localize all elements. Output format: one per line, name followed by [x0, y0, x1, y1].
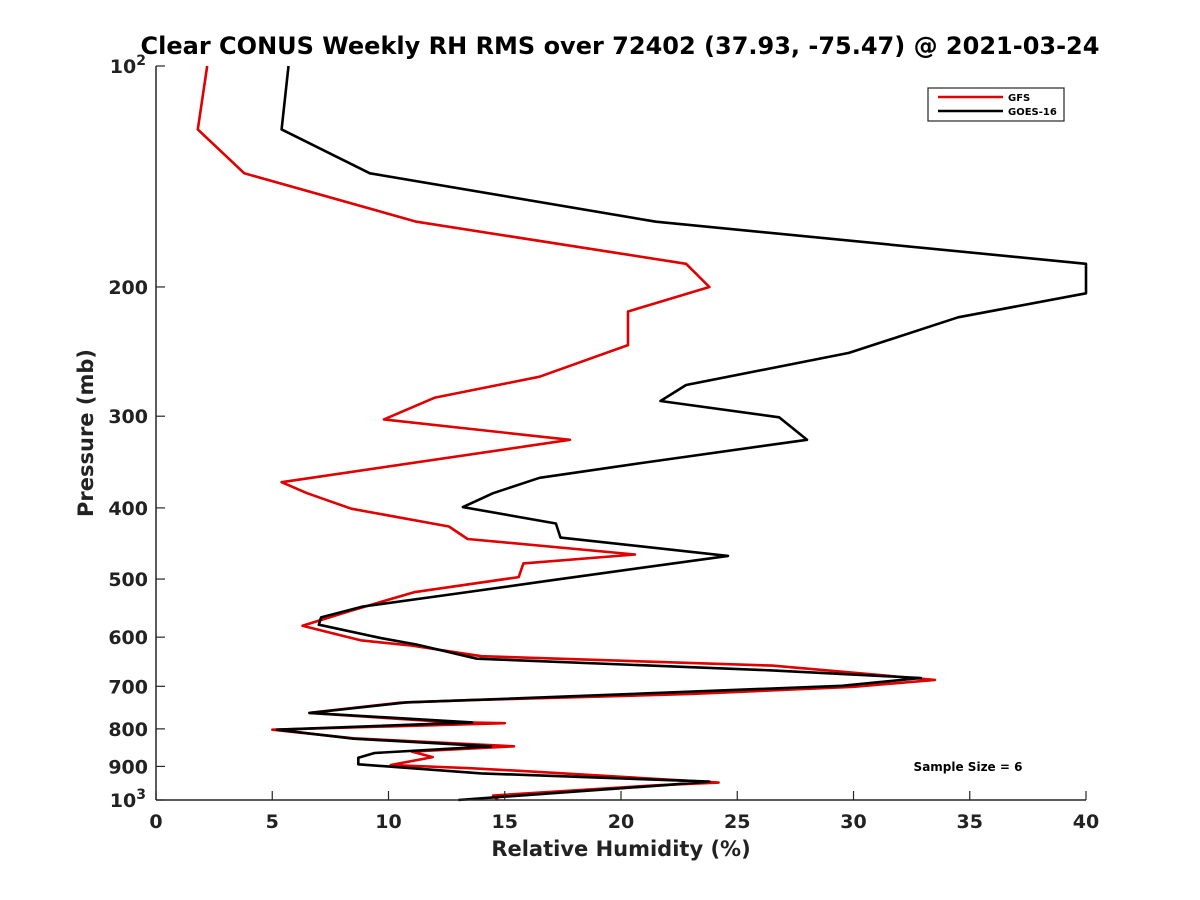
series-line-gfs [196, 65, 937, 801]
x-axis-label: Relative Humidity (%) [491, 837, 750, 861]
y-tick-label: 102 [110, 53, 146, 78]
plot-area [156, 66, 1086, 800]
x-tick-label: 0 [149, 811, 162, 833]
x-tick-label: 40 [1073, 811, 1099, 833]
y-tick-label: 900 [108, 756, 148, 778]
legend: GFS GOES-16 [927, 87, 1065, 122]
x-tick-label: 20 [608, 811, 634, 833]
x-tick-label: 15 [492, 811, 518, 833]
y-tick-label: 200 [108, 277, 148, 299]
chart-title: Clear CONUS Weekly RH RMS over 72402 (37… [141, 32, 1100, 60]
y-tick-label: 103 [110, 787, 146, 812]
y-tick-label: 800 [108, 719, 148, 741]
y-tick-label: 600 [108, 627, 148, 649]
legend-box [927, 87, 1065, 122]
series-line-goes16 [275, 65, 1088, 802]
x-tick-label: 10 [375, 811, 401, 833]
series-layer [196, 65, 1088, 802]
x-ticks: 0 5 10 15 20 25 30 35 40 [149, 791, 1099, 833]
y-ticks: 102 200 300 400 500 600 700 800 900 103 [108, 53, 165, 812]
y-tick-label: 700 [108, 676, 148, 698]
legend-label-gfs: GFS [1008, 93, 1030, 104]
x-tick-label: 30 [840, 811, 866, 833]
x-tick-label: 5 [266, 811, 279, 833]
y-axis-label: Pressure (mb) [74, 349, 98, 517]
x-tick-label: 35 [957, 811, 983, 833]
x-tick-label: 25 [724, 811, 750, 833]
y-tick-label: 500 [108, 569, 148, 591]
y-tick-label: 300 [108, 406, 148, 428]
sample-size-annotation: Sample Size = 6 [914, 760, 1023, 774]
y-tick-label: 400 [108, 498, 148, 520]
legend-label-goes16: GOES-16 [1008, 107, 1057, 118]
